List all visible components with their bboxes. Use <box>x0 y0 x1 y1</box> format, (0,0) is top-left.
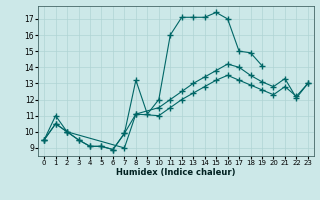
X-axis label: Humidex (Indice chaleur): Humidex (Indice chaleur) <box>116 168 236 177</box>
